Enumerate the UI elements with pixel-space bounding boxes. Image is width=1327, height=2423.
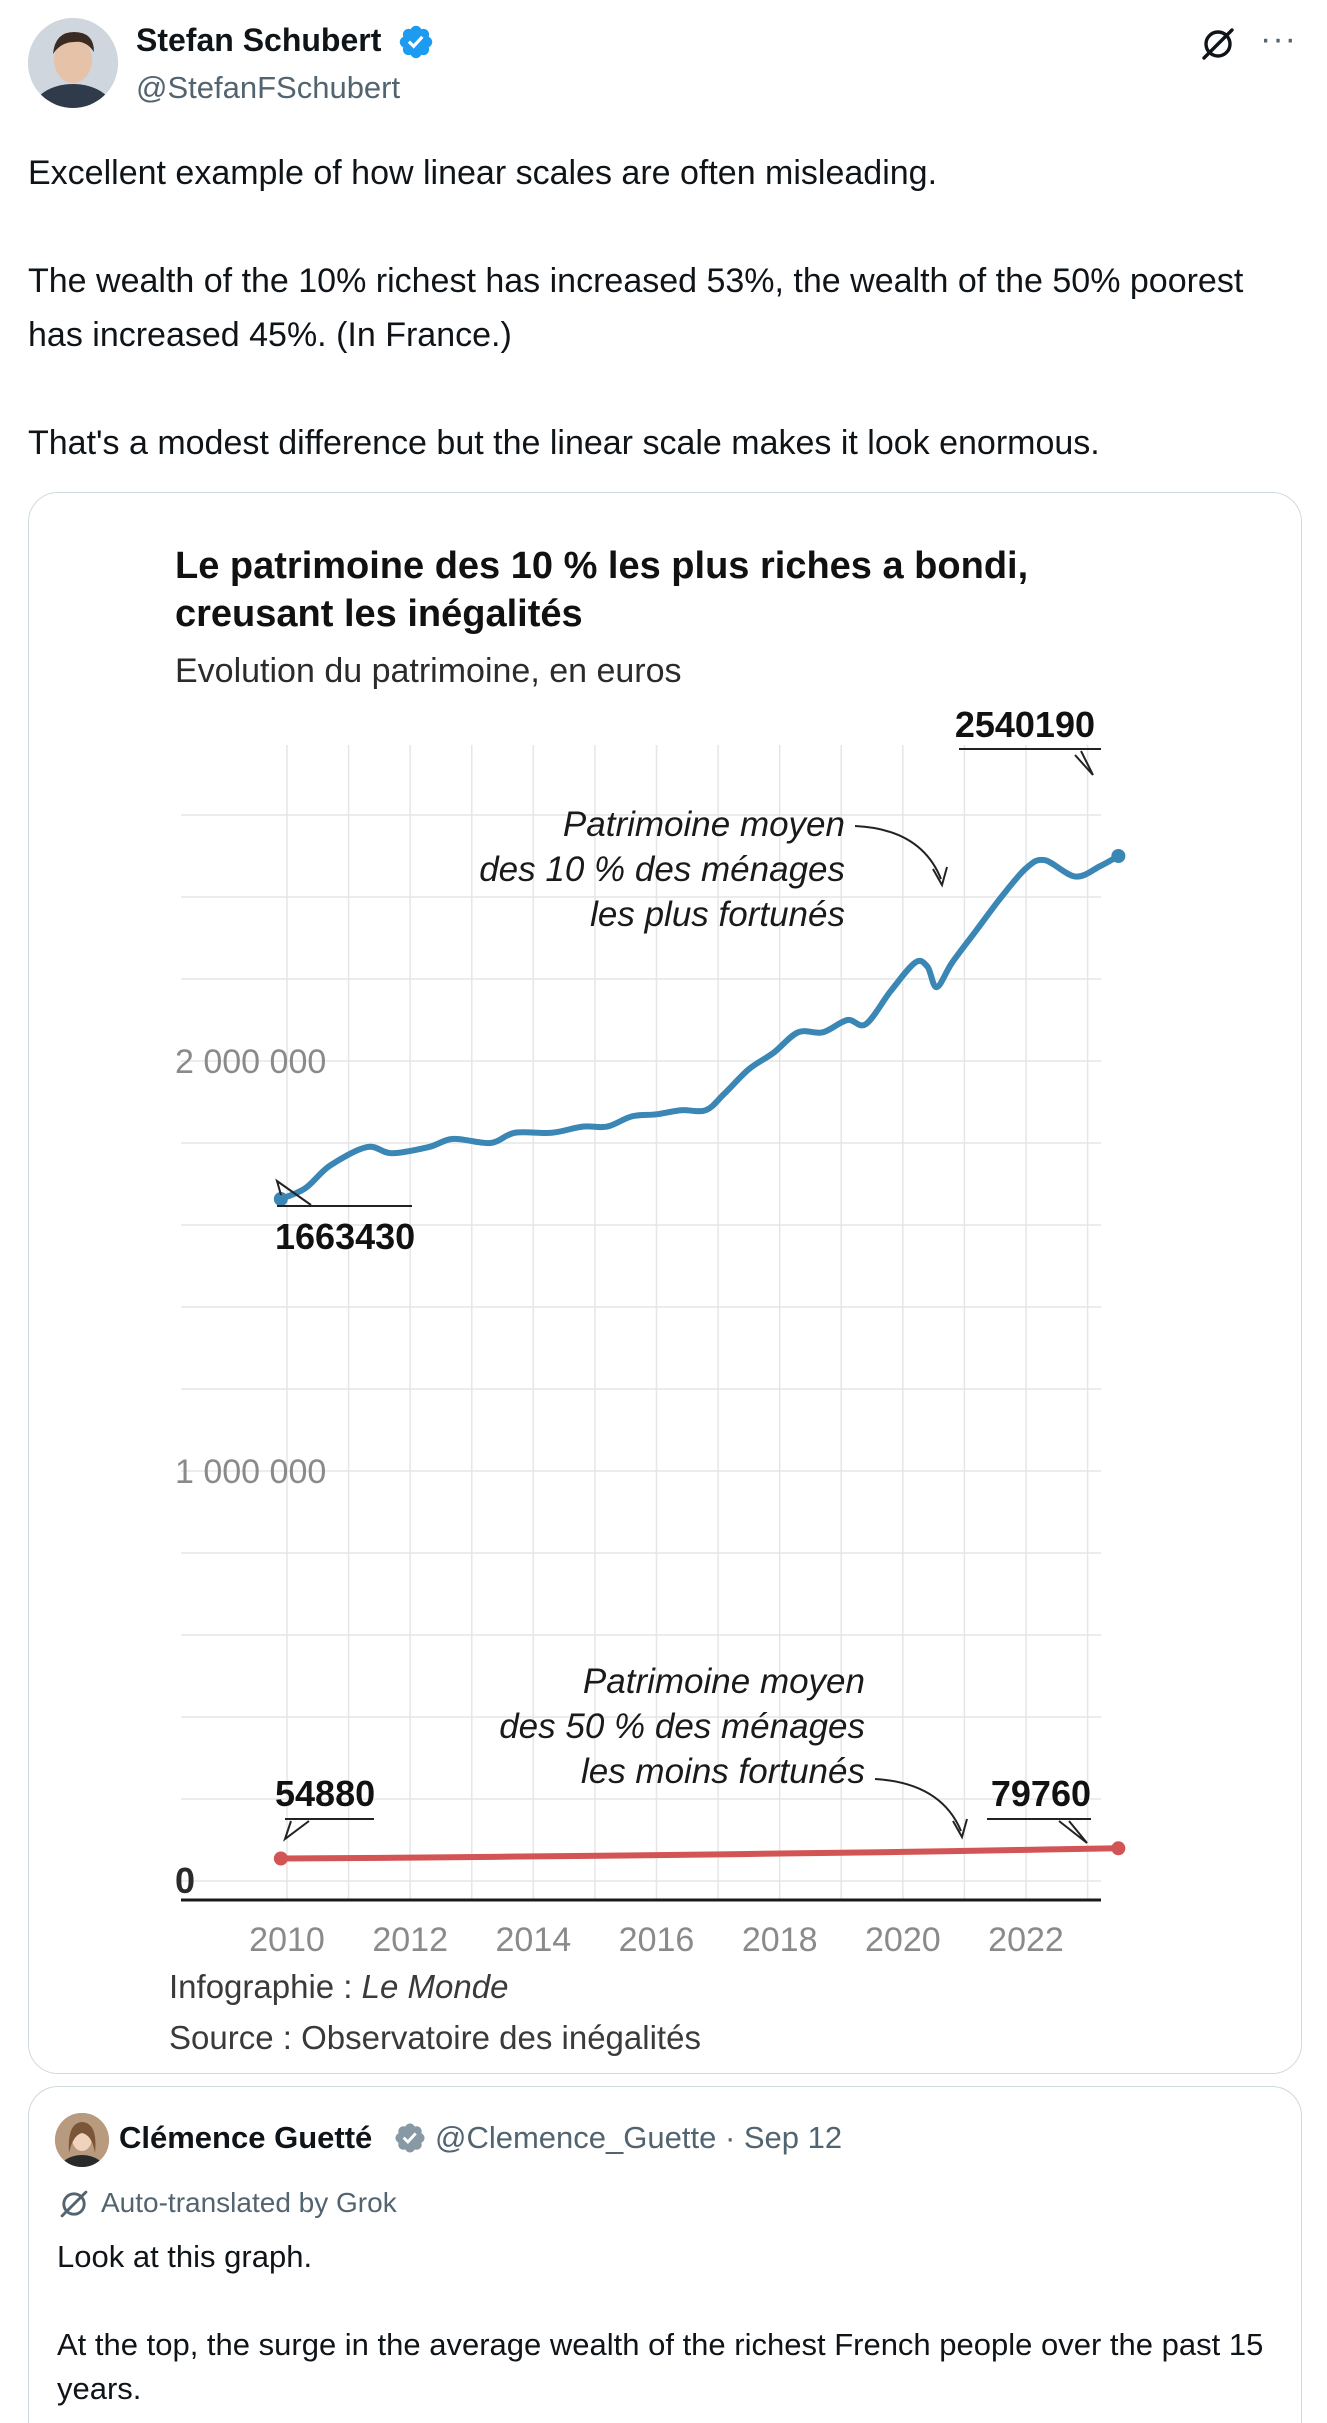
x-tick-label: 2012 (372, 1921, 448, 1959)
rich-end-callout (959, 748, 1101, 776)
x-tick-label: 2018 (742, 1921, 818, 1959)
poor-end-value: 79760 (991, 1773, 1091, 1814)
quoted-tweet[interactable]: Clémence Guetté @Clemence_Guette · Sep 1… (28, 2086, 1302, 2423)
rich-annotation-line-1: Patrimoine moyen (563, 805, 845, 844)
rich-start-point (273, 1191, 288, 1206)
auto-translated-label[interactable]: Auto-translated by Grok (101, 2187, 397, 2218)
chart-subtitle: Evolution du patrimoine, en euros (175, 652, 682, 690)
x-tick-label: 2016 (619, 1921, 695, 1959)
poor-start-point (273, 1851, 288, 1866)
tweet-paragraph: Excellent example of how linear scales a… (28, 154, 938, 192)
chart-grid (181, 745, 1101, 1900)
chart-title-line-1: Le patrimoine des 10 % les plus riches a… (175, 545, 1028, 587)
x-tick-label: 2014 (496, 1921, 572, 1959)
tweet-paragraph: The wealth of the 10% richest has increa… (28, 262, 1244, 354)
y-tick-label: 1 000 000 (175, 1453, 326, 1491)
rich-end-value: 2540190 (955, 704, 1095, 745)
tweet-text: Excellent example of how linear scales a… (28, 146, 1288, 470)
poor-annotation-line-3: les moins fortunés (581, 1752, 865, 1791)
avatar-icon (55, 2113, 109, 2167)
rich-series-annotation: Patrimoine moyen des 10 % des ménages le… (479, 805, 948, 934)
rich-end-point (1111, 849, 1126, 863)
author-name[interactable]: Stefan Schubert (136, 22, 382, 58)
poor-annotation-line-1: Patrimoine moyen (583, 1662, 865, 1701)
rich-annotation-line-2: des 10 % des ménages (479, 850, 845, 889)
y-tick-label: 2 000 000 (175, 1043, 326, 1081)
quote-paragraph: At the top, the surge in the average wea… (57, 2327, 1264, 2406)
quote-paragraph: Look at this graph. (57, 2239, 313, 2274)
chart-source: Source : Observatoire des inégalités (169, 2019, 701, 2056)
wealth-line-chart: Le patrimoine des 10 % les plus riches a… (29, 493, 1301, 2073)
grok-icon (60, 2190, 88, 2218)
poor-start-value: 54880 (275, 1773, 375, 1814)
poor-start-callout (283, 1818, 374, 1842)
quote-author-avatar[interactable] (55, 2113, 109, 2167)
rich-annotation-line-3: les plus fortunés (590, 895, 845, 934)
poor-series-annotation: Patrimoine moyen des 50 % des ménages le… (499, 1662, 968, 1840)
poor-end-point (1111, 1841, 1126, 1856)
tweet-paragraph: That's a modest difference but the linea… (28, 424, 1100, 462)
x-tick-label: 2020 (865, 1921, 941, 1959)
author-avatar[interactable] (28, 18, 118, 108)
tweet-media[interactable]: Le patrimoine des 10 % les plus riches a… (28, 492, 1302, 2074)
x-tick-label: 2010 (249, 1921, 325, 1959)
grok-icon[interactable] (1198, 24, 1238, 64)
quote-text: Look at this graph. At the top, the surg… (57, 2235, 1277, 2411)
quote-handle-date[interactable]: @Clemence_Guette · Sep 12 (435, 2120, 843, 2155)
x-tick-label: 2022 (988, 1921, 1064, 1959)
avatar-icon (28, 18, 118, 108)
quote-author-name[interactable]: Clémence Guetté (119, 2120, 373, 2155)
rich-start-value: 1663430 (275, 1216, 415, 1257)
poor-annotation-line-2: des 50 % des ménages (499, 1707, 865, 1746)
chart-title-line-2: creusant les inégalités (175, 593, 583, 635)
chart-credit-outlet: Le Monde (362, 1968, 509, 2005)
y-tick-label: 0 (175, 1860, 195, 1901)
author-handle[interactable]: @StefanFSchubert (136, 70, 401, 105)
chart-credit-prefix: Infographie : (169, 1968, 362, 2005)
verified-badge-icon (395, 2123, 425, 2153)
series-line-poorest-50 (277, 1845, 1122, 1862)
rich-start-callout (275, 1178, 412, 1207)
more-icon[interactable]: ··· (1260, 20, 1297, 58)
chart-credit: Infographie : Le Monde (169, 1968, 508, 2005)
poor-end-callout (987, 1818, 1091, 1844)
series-line-richest-10 (277, 853, 1122, 1202)
verified-badge-icon (399, 25, 433, 59)
